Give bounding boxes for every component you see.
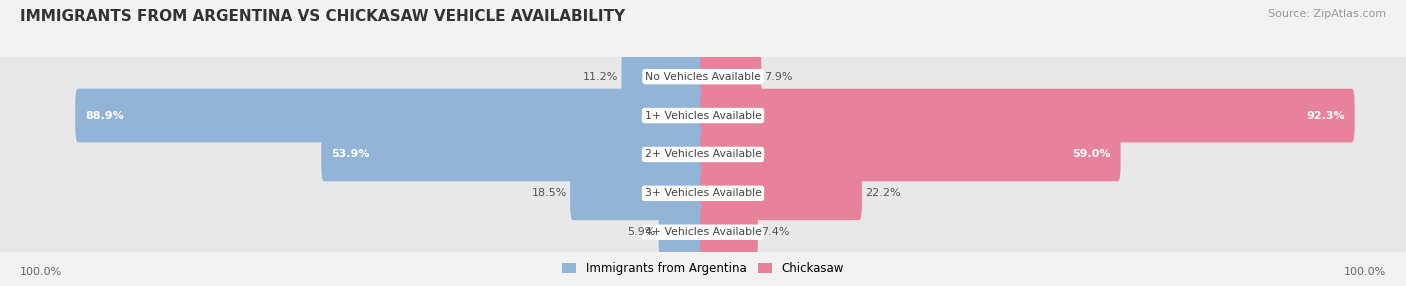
FancyBboxPatch shape (0, 106, 1406, 203)
Text: Source: ZipAtlas.com: Source: ZipAtlas.com (1268, 9, 1386, 19)
FancyBboxPatch shape (571, 166, 706, 220)
Text: 3+ Vehicles Available: 3+ Vehicles Available (644, 188, 762, 198)
Text: 53.9%: 53.9% (332, 150, 370, 159)
Text: No Vehicles Available: No Vehicles Available (645, 72, 761, 82)
Text: 11.2%: 11.2% (583, 72, 619, 82)
Legend: Immigrants from Argentina, Chickasaw: Immigrants from Argentina, Chickasaw (557, 258, 849, 280)
FancyBboxPatch shape (321, 128, 706, 181)
FancyBboxPatch shape (0, 67, 1406, 164)
FancyBboxPatch shape (0, 183, 1406, 281)
FancyBboxPatch shape (621, 50, 706, 104)
FancyBboxPatch shape (75, 89, 706, 142)
FancyBboxPatch shape (0, 144, 1406, 242)
FancyBboxPatch shape (700, 89, 1355, 142)
Text: 7.4%: 7.4% (761, 227, 789, 237)
Text: IMMIGRANTS FROM ARGENTINA VS CHICKASAW VEHICLE AVAILABILITY: IMMIGRANTS FROM ARGENTINA VS CHICKASAW V… (20, 9, 624, 23)
Text: 18.5%: 18.5% (531, 188, 568, 198)
Text: 59.0%: 59.0% (1073, 150, 1111, 159)
Text: 22.2%: 22.2% (865, 188, 900, 198)
FancyBboxPatch shape (658, 205, 706, 259)
Text: 4+ Vehicles Available: 4+ Vehicles Available (644, 227, 762, 237)
Text: 1+ Vehicles Available: 1+ Vehicles Available (644, 111, 762, 120)
FancyBboxPatch shape (700, 166, 862, 220)
Text: 5.9%: 5.9% (627, 227, 655, 237)
FancyBboxPatch shape (700, 50, 762, 104)
Text: 7.9%: 7.9% (765, 72, 793, 82)
Text: 2+ Vehicles Available: 2+ Vehicles Available (644, 150, 762, 159)
Text: 92.3%: 92.3% (1306, 111, 1344, 120)
FancyBboxPatch shape (700, 128, 1121, 181)
FancyBboxPatch shape (700, 205, 758, 259)
Text: 88.9%: 88.9% (84, 111, 124, 120)
FancyBboxPatch shape (0, 28, 1406, 126)
Text: 100.0%: 100.0% (20, 267, 62, 277)
Text: 100.0%: 100.0% (1344, 267, 1386, 277)
